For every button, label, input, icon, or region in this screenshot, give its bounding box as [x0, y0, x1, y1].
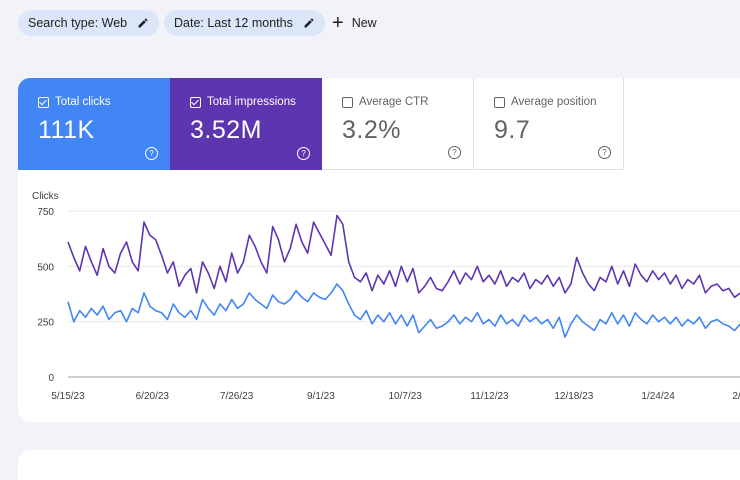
- x-tick-label: 12/18/23: [554, 391, 593, 402]
- checkbox-checked-icon[interactable]: [190, 96, 201, 108]
- search-type-label: Search type: Web: [28, 16, 128, 30]
- performance-card: Total clicks 111K ? Total impressions 3.…: [18, 78, 740, 422]
- x-tick-label: 7/26/23: [220, 391, 254, 402]
- help-icon[interactable]: ?: [145, 147, 158, 160]
- metric-value: 111K: [38, 116, 95, 144]
- metric-value: 9.7: [494, 116, 531, 144]
- y-tick-label: 0: [48, 373, 54, 384]
- help-icon[interactable]: ?: [598, 146, 611, 159]
- series-line-total-impressions: [67, 214, 740, 299]
- metric-average-ctr[interactable]: Average CTR 3.2% ?: [322, 78, 474, 170]
- bottom-card: [18, 450, 740, 480]
- performance-chart: Clicks 0 250 500 750 5/15/23 6/20/23 7/26/23 9/1…: [32, 191, 740, 402]
- search-type-chip[interactable]: Search type: Web: [18, 10, 160, 36]
- metric-value: 3.2%: [342, 116, 401, 144]
- new-label: New: [351, 16, 377, 30]
- x-tick-label: 5/15/23: [51, 391, 85, 402]
- date-chip[interactable]: Date: Last 12 months: [164, 10, 325, 36]
- y-tick-label: 750: [37, 207, 54, 218]
- y-tick-label: 500: [37, 262, 54, 273]
- metric-total-clicks[interactable]: Total clicks 111K ?: [18, 78, 170, 170]
- edit-icon: [138, 18, 148, 28]
- metric-label: Total impressions: [207, 96, 296, 108]
- metric-total-impressions[interactable]: Total impressions 3.52M ?: [170, 78, 322, 170]
- x-tick-label: 1/24/24: [641, 391, 675, 402]
- x-tick-label: 6/20/23: [136, 391, 170, 402]
- x-tick-label: 11/12/23: [470, 391, 509, 402]
- new-filter-button[interactable]: + New: [332, 10, 377, 36]
- metric-value: 3.52M: [190, 116, 262, 144]
- y-axis-label: Clicks: [32, 191, 59, 202]
- metric-label: Average CTR: [359, 96, 429, 108]
- y-tick-label: 250: [37, 318, 54, 329]
- help-icon[interactable]: ?: [297, 147, 310, 160]
- date-label: Date: Last 12 months: [174, 16, 293, 30]
- series-line-total-clicks: [67, 283, 740, 339]
- x-tick-label: 2/: [732, 391, 740, 402]
- checkbox-checked-icon[interactable]: [38, 96, 49, 108]
- x-tick-label: 10/7/23: [389, 391, 423, 402]
- metric-average-position[interactable]: Average position 9.7 ?: [474, 78, 624, 170]
- metric-label: Average position: [511, 96, 597, 108]
- checkbox-unchecked-icon[interactable]: [494, 96, 505, 108]
- metric-label: Total clicks: [55, 96, 111, 108]
- checkbox-unchecked-icon[interactable]: [342, 96, 353, 108]
- edit-icon: [304, 18, 314, 28]
- x-tick-label: 9/1/23: [307, 391, 335, 402]
- help-icon[interactable]: ?: [448, 146, 461, 159]
- plus-icon: +: [332, 12, 344, 34]
